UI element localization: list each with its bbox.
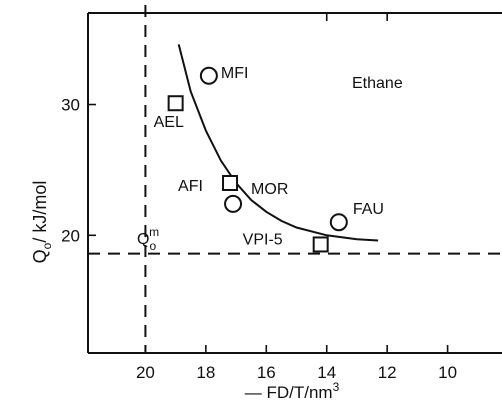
point-label-afi: AFI bbox=[178, 178, 203, 195]
x-tick-label: 10 bbox=[438, 363, 457, 382]
plot-frame bbox=[87, 12, 502, 354]
y-axis-label-main: Q bbox=[30, 249, 50, 263]
data-points bbox=[167, 66, 348, 253]
x-axis-label: — FD/T/nm3 bbox=[245, 380, 340, 402]
x-tick-label: 12 bbox=[378, 363, 397, 382]
y-axis-label: Qo/ kJ/mol bbox=[30, 181, 54, 264]
x-tick-label: 20 bbox=[136, 363, 155, 382]
reference-lines bbox=[88, 5, 502, 353]
point-vpi-5-square bbox=[312, 236, 329, 253]
x-axis-label-sup: 3 bbox=[333, 380, 340, 394]
point-label-mfi: MFI bbox=[221, 65, 249, 82]
point-label-vpi-5: VPI-5 bbox=[243, 231, 283, 248]
reference-line-label-sub: o bbox=[149, 239, 156, 253]
x-axis-label-main: — FD/T/nm bbox=[245, 383, 333, 402]
fit-curve bbox=[177, 44, 379, 242]
y-tick-label: 20 bbox=[61, 226, 80, 245]
x-tick-label: 14 bbox=[317, 363, 336, 382]
y-axis-label-sub: o bbox=[40, 242, 54, 249]
point-mor-circle bbox=[224, 194, 243, 213]
axis-ticks: 20 18 16 14 12 10 20 30 bbox=[61, 13, 457, 382]
x-tick-label: 16 bbox=[257, 363, 276, 382]
y-tick-label: 30 bbox=[61, 96, 80, 115]
point-fau-circle bbox=[329, 213, 348, 232]
point-ael-square bbox=[167, 95, 184, 112]
fit-curve-group bbox=[177, 44, 379, 242]
x-tick-label: 18 bbox=[196, 363, 215, 382]
reference-line-label-main: Q bbox=[137, 231, 149, 248]
reference-line-label-sup: m bbox=[149, 225, 159, 239]
point-labels: MFI AEL AFI MOR FAU VPI-5 bbox=[154, 65, 384, 249]
reference-line-label: Qom bbox=[137, 225, 159, 253]
series-label: Ethane bbox=[352, 75, 403, 92]
point-label-ael: AEL bbox=[154, 114, 184, 131]
point-mfi-circle bbox=[199, 66, 218, 85]
point-afi-square bbox=[222, 175, 239, 191]
point-label-mor: MOR bbox=[251, 181, 288, 198]
y-axis-label-unit: / kJ/mol bbox=[30, 181, 50, 243]
point-label-fau: FAU bbox=[353, 201, 384, 218]
